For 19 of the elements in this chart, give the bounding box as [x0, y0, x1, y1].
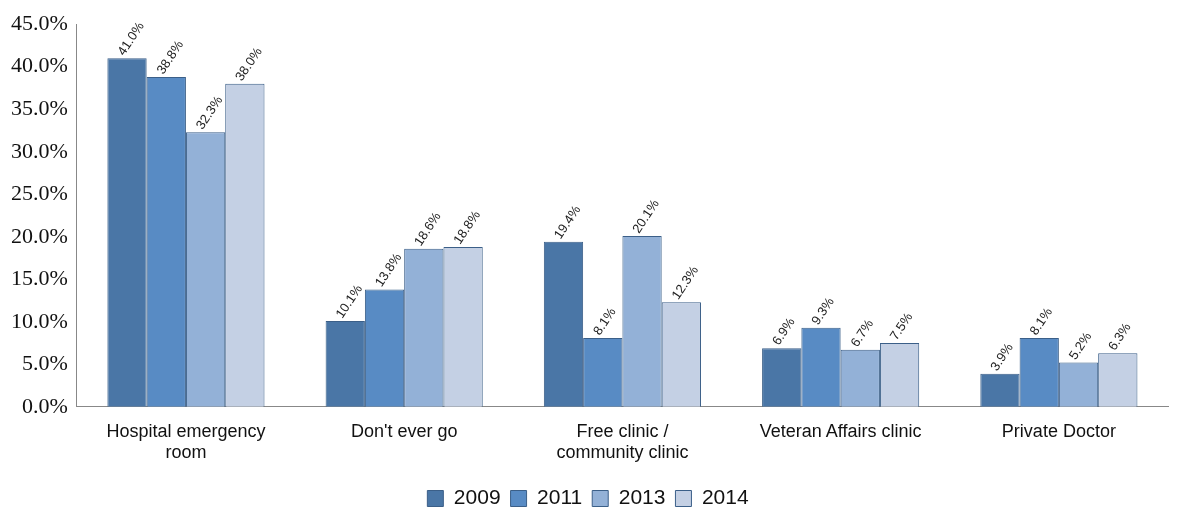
legend-label: 2009 [453, 485, 501, 509]
y-tick-label: 20.0% [11, 222, 68, 248]
x-tick-label: Don't ever go [350, 420, 458, 441]
x-tick-label: Free clinic / community clinic [556, 420, 689, 463]
y-tick-label: 30.0% [11, 137, 68, 163]
x-tick-label: Hospital emergency room [106, 420, 266, 463]
legend-label: 2013 [618, 485, 666, 509]
y-tick-label: 40.0% [11, 52, 68, 78]
y-tick-label: 10.0% [11, 307, 68, 333]
y-tick-label: 25.0% [11, 180, 68, 206]
y-tick-label: 15.0% [11, 265, 68, 291]
y-tick-label: 5.0% [22, 350, 68, 376]
legend-label: 2014 [701, 485, 749, 509]
y-tick-label: 45.0% [11, 9, 68, 35]
y-tick-label: 35.0% [11, 95, 68, 120]
y-tick-label: 0.0% [22, 392, 68, 418]
legend-label: 2011 [537, 485, 583, 509]
x-tick-label: Private Doctor [1001, 420, 1116, 441]
x-tick-label: Veteran Affairs clinic [759, 420, 922, 441]
